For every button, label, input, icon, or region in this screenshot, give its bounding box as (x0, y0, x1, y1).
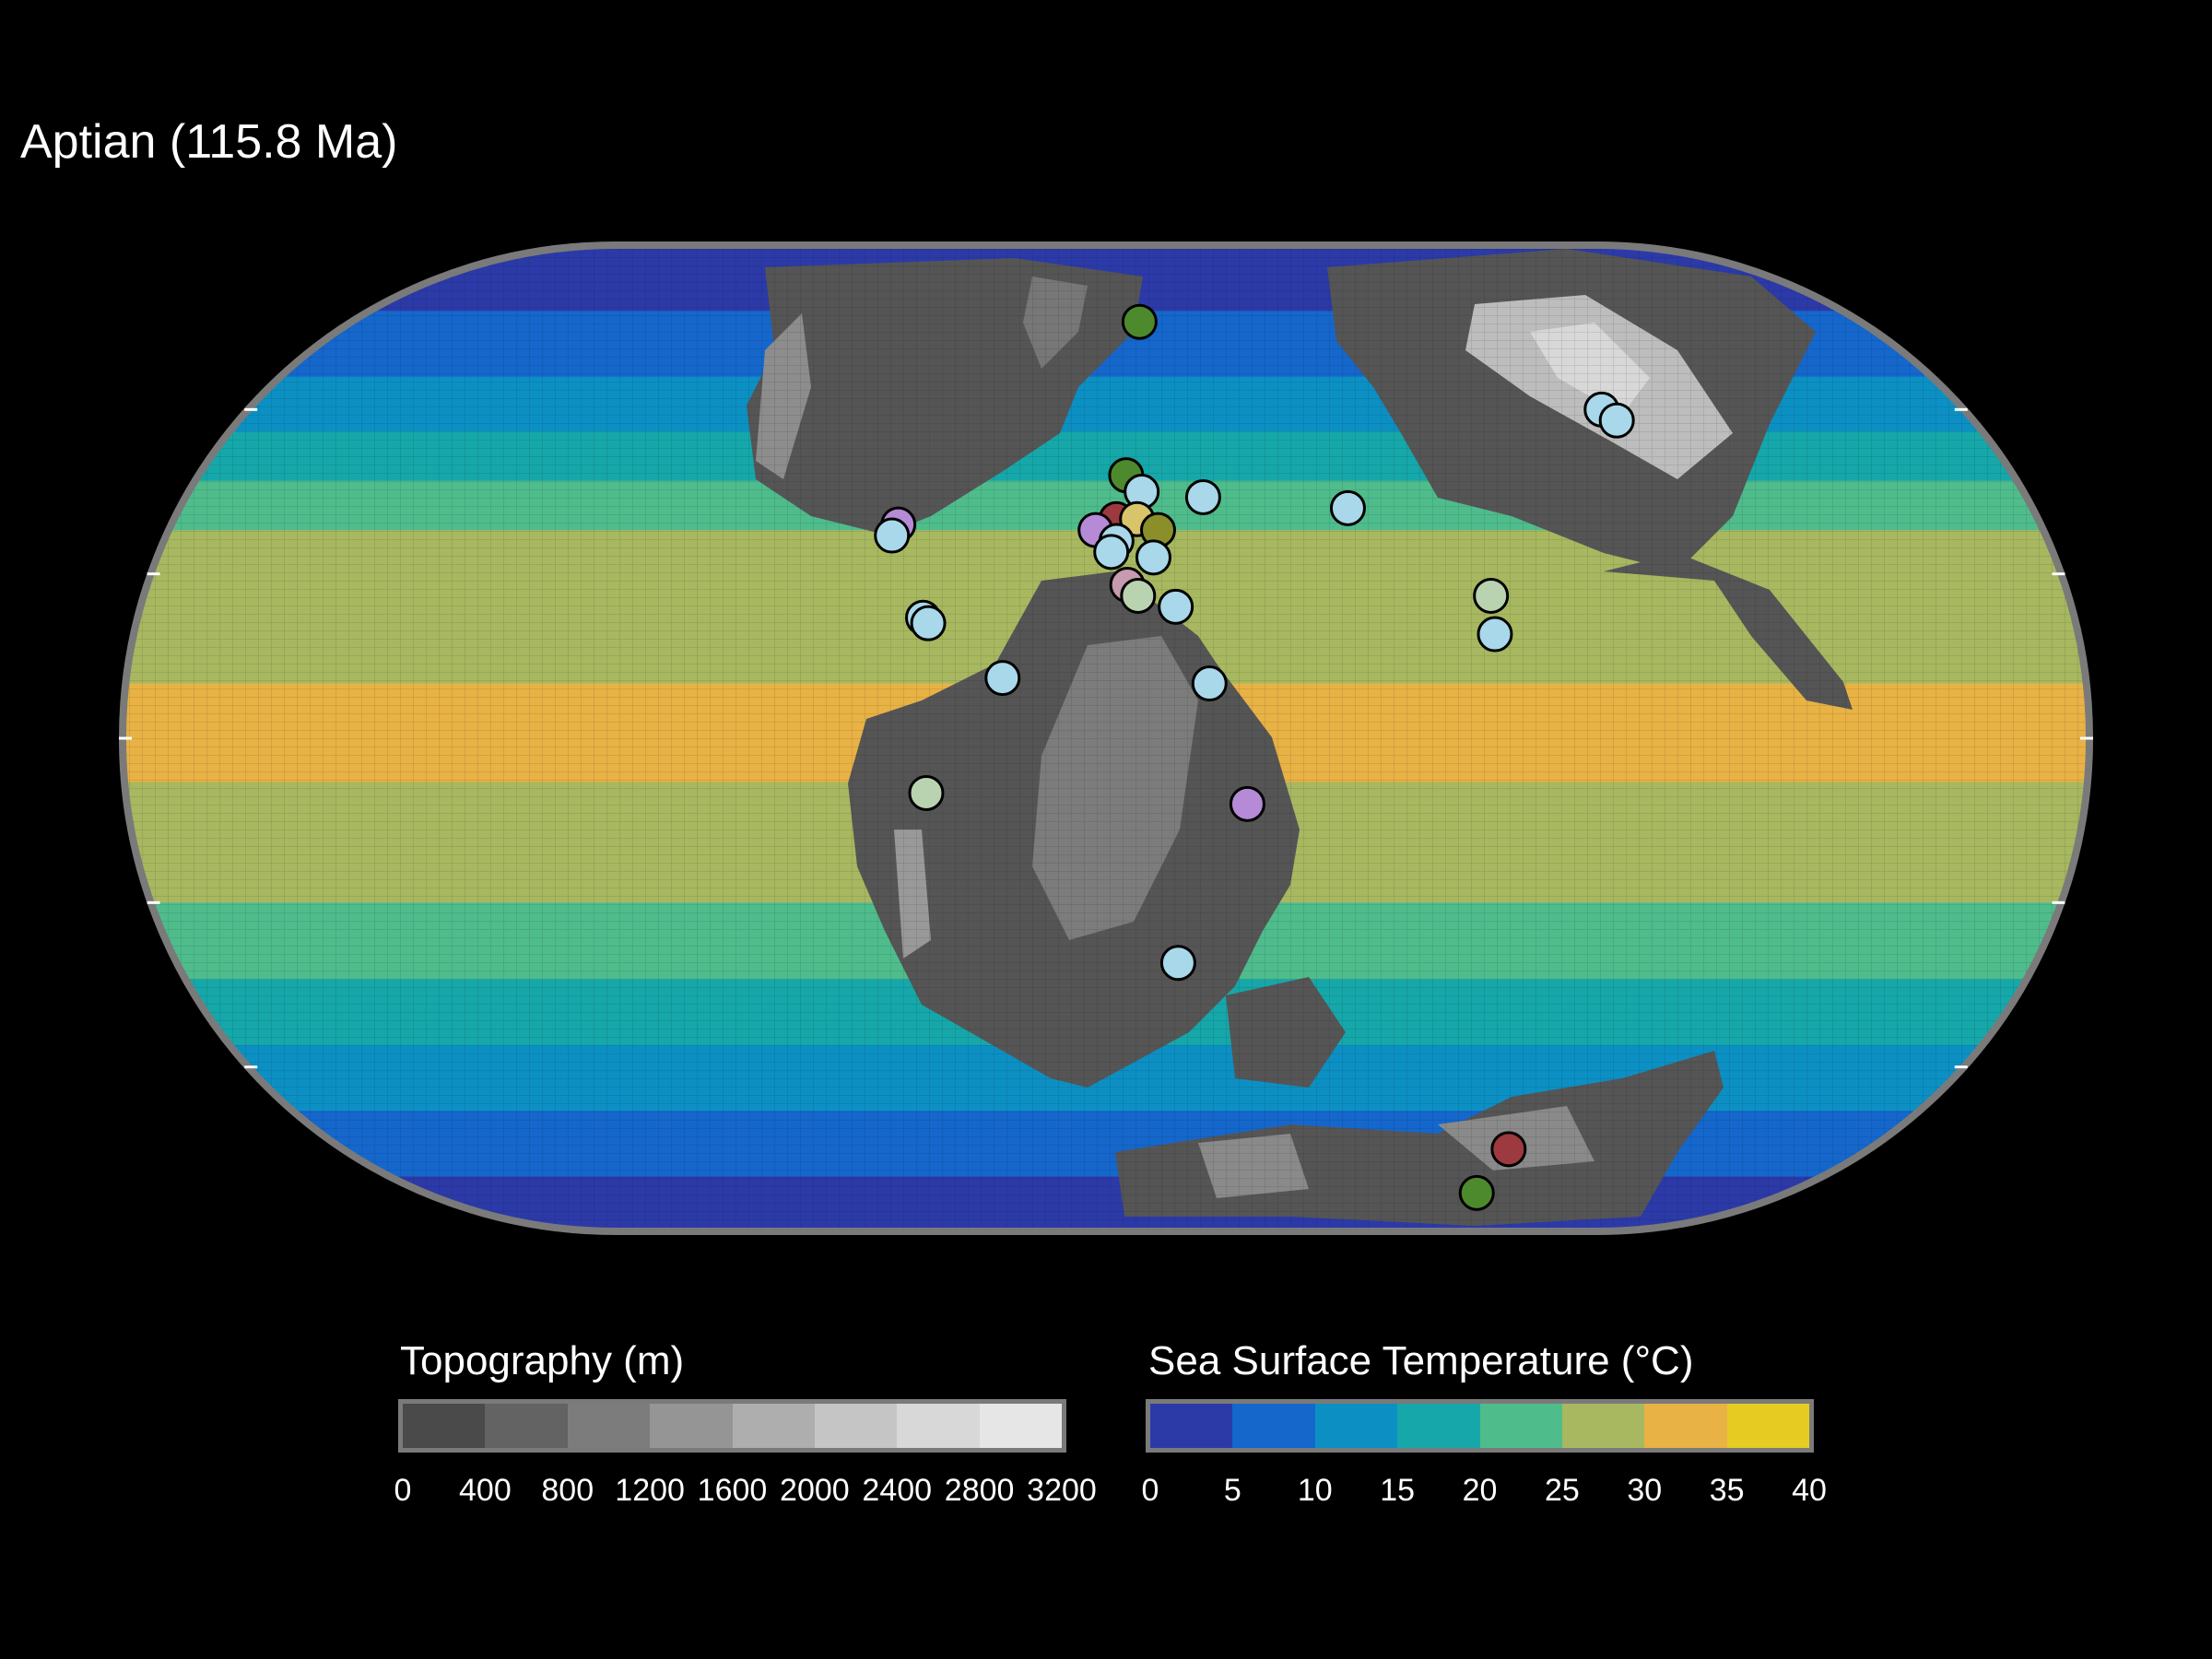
sstTicks-label: 10 (1297, 1473, 1333, 1508)
sample-point-14 (1093, 534, 1130, 571)
topoBar-swatch-7 (979, 1404, 1062, 1448)
topoBar-swatch-1 (485, 1404, 568, 1448)
topoTicks-label: 1200 (615, 1473, 685, 1508)
topoBar-swatch-5 (814, 1404, 898, 1448)
sstTicks-label: 0 (1141, 1473, 1159, 1508)
sstTicks-label: 20 (1462, 1473, 1498, 1508)
sample-point-25 (908, 774, 945, 811)
topoTicks-label: 1600 (697, 1473, 768, 1508)
sstBar-swatch-6 (1644, 1404, 1727, 1448)
sstBar-swatch-7 (1726, 1404, 1809, 1448)
sample-points (874, 303, 1635, 1211)
sstTicks-label: 25 (1544, 1473, 1580, 1508)
sample-point-19 (1184, 478, 1221, 515)
map-title: Aptian (115.8 Ma) (20, 115, 398, 169)
topography-colorbar (398, 1399, 1066, 1453)
topography-legend-title: Topography (m) (400, 1338, 685, 1383)
sstBar-swatch-1 (1232, 1404, 1315, 1448)
sample-point-6 (910, 605, 947, 641)
sample-point-0 (1121, 303, 1158, 340)
sample-point-26 (1229, 785, 1265, 822)
sample-point-18 (1158, 588, 1194, 625)
sample-point-15 (1135, 539, 1171, 576)
sstBar-swatch-0 (1150, 1404, 1233, 1448)
topoTicks-label: 800 (541, 1473, 594, 1508)
map-border (119, 241, 2093, 1235)
topoBar-swatch-0 (403, 1404, 486, 1448)
topoTicks-label: 3200 (1027, 1473, 1097, 1508)
topoBar-swatch-2 (567, 1404, 651, 1448)
topoTicks-label: 2400 (862, 1473, 933, 1508)
topoTicks-label: 2800 (944, 1473, 1015, 1508)
sstBar-swatch-3 (1397, 1404, 1480, 1448)
topoTicks-label: 0 (394, 1473, 412, 1508)
topoBar-swatch-6 (897, 1404, 980, 1448)
sstBar-swatch-5 (1561, 1404, 1645, 1448)
sample-point-21 (1473, 577, 1510, 614)
sstTicks-label: 5 (1223, 1473, 1241, 1508)
sstTicks-label: 40 (1792, 1473, 1827, 1508)
sample-point-23 (984, 660, 1021, 697)
sample-point-22 (1477, 616, 1513, 653)
sst-colorbar (1146, 1399, 1814, 1453)
sst-legend-title: Sea Surface Temperature (°C) (1148, 1338, 1694, 1383)
sample-point-28 (1490, 1131, 1527, 1168)
sample-point-29 (1458, 1174, 1495, 1211)
sample-point-20 (1329, 489, 1366, 526)
sstBar-swatch-2 (1314, 1404, 1398, 1448)
sample-point-24 (1191, 665, 1228, 702)
sample-point-27 (1159, 945, 1196, 982)
topoBar-swatch-3 (650, 1404, 733, 1448)
topoTicks-label: 2000 (780, 1473, 850, 1508)
latitude-ticks (119, 407, 2093, 1069)
sstTicks-label: 30 (1627, 1473, 1663, 1508)
sstTicks-label: 15 (1380, 1473, 1416, 1508)
topoTicks-label: 400 (459, 1473, 512, 1508)
topoBar-swatch-4 (732, 1404, 815, 1448)
sample-point-4 (874, 517, 911, 554)
sstBar-swatch-4 (1479, 1404, 1562, 1448)
sstTicks-label: 35 (1709, 1473, 1745, 1508)
sample-point-2 (1598, 402, 1635, 439)
sample-point-17 (1120, 577, 1157, 614)
